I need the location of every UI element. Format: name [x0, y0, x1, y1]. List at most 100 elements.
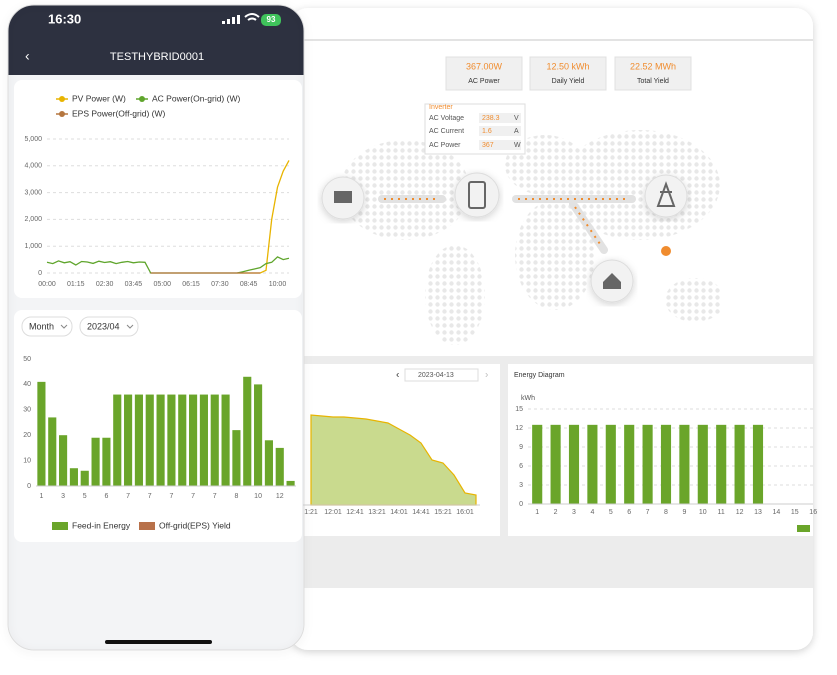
summary-label: AC Power	[468, 78, 500, 85]
bar	[716, 424, 727, 504]
x-tick-label: 07:30	[211, 281, 229, 288]
row-label: AC Voltage	[429, 115, 464, 122]
x-tick-label: 13	[754, 509, 762, 516]
bar	[113, 394, 122, 486]
flow-arrows	[574, 206, 603, 248]
x-tick-label: 11	[718, 509, 725, 516]
x-tick-label: 10	[699, 509, 707, 516]
month-select[interactable]	[79, 316, 139, 337]
row-value: 367	[482, 142, 494, 149]
x-tick-label: 12	[736, 509, 744, 516]
bar	[624, 424, 635, 504]
home-indicator	[105, 640, 212, 644]
row-value: 1.6	[482, 128, 492, 135]
bar	[48, 417, 57, 486]
value-box	[479, 113, 521, 123]
date: 2023-04-13	[418, 372, 454, 379]
x-tick-label: 02:30	[96, 281, 114, 288]
solar-glyph	[334, 191, 352, 203]
x-tick-label: 2	[554, 509, 558, 516]
bar	[124, 394, 133, 486]
bar	[134, 394, 143, 486]
summary-box	[529, 56, 607, 91]
legend-label: Feed-in Energy	[72, 520, 131, 530]
bar	[189, 394, 198, 486]
y-tick-label: 0	[519, 501, 523, 508]
summary-box	[614, 56, 692, 91]
legend-dot	[59, 96, 65, 102]
alert-icon[interactable]	[661, 246, 671, 256]
period: Month	[29, 321, 54, 331]
value-box	[479, 140, 521, 150]
bar	[254, 384, 263, 486]
summary-value: 367.00W	[466, 61, 503, 71]
bar	[80, 470, 89, 486]
inverter-glyph	[468, 181, 486, 209]
summary-box	[445, 56, 523, 91]
x-tick-label: 14:41	[412, 509, 430, 516]
battery-level: 93	[267, 15, 276, 24]
x-tick-label: 16:01	[456, 509, 474, 516]
bar	[37, 381, 46, 486]
y-tick-label: 15	[515, 406, 523, 413]
back-button[interactable]: ‹	[25, 48, 30, 64]
x-tick-label: 16	[809, 509, 817, 516]
legend-swatch	[797, 525, 810, 532]
bar	[568, 424, 580, 504]
bar	[102, 437, 111, 486]
y-tick-label: 5,000	[24, 136, 42, 143]
chevron	[126, 324, 134, 329]
status-time: 16:30	[48, 11, 81, 26]
x-tick-label: 10:00	[269, 281, 287, 288]
inverter-icon	[454, 172, 500, 218]
bar	[532, 424, 543, 504]
x-tick-label: 6	[627, 509, 631, 516]
bar	[210, 394, 219, 486]
x-tick-label: 7	[646, 509, 650, 516]
x-tick-label: 06:15	[182, 281, 200, 288]
row-unit: A	[514, 128, 519, 135]
bar	[679, 424, 690, 504]
power-card	[14, 80, 302, 298]
y-tick-label: 4,000	[24, 163, 42, 170]
legend-label: PV Power (W)	[72, 93, 126, 103]
x-tick-label: 7	[191, 493, 195, 500]
row-label: AC Current	[429, 128, 464, 135]
x-tick-label: 3	[61, 493, 65, 500]
bar	[587, 424, 598, 504]
x-tick-label: 00:00	[38, 281, 56, 288]
bar	[286, 480, 295, 486]
period-select[interactable]	[21, 316, 73, 337]
summary-value: 12.50 kWh	[546, 61, 589, 71]
x-tick-label: 01:15	[67, 281, 85, 288]
flow	[321, 172, 688, 303]
x-tick-label: 4	[590, 509, 594, 516]
y-tick-label: 1,000	[24, 243, 42, 250]
battery-icon	[261, 14, 281, 26]
y-tick-label: 50	[23, 356, 31, 363]
bar	[275, 447, 284, 486]
y-tick-label: 0	[27, 483, 31, 490]
date-picker[interactable]	[404, 368, 479, 382]
legend-swatch	[52, 522, 68, 530]
summary: 367.00W AC Power 12.50 kWh Daily Yield 2…	[445, 56, 692, 91]
x-tick-label: 1	[535, 509, 539, 516]
y-tick-label: 20	[23, 432, 31, 439]
bar	[605, 424, 616, 504]
wifi-icon	[244, 13, 260, 21]
x-tick-label: 10	[254, 493, 262, 500]
x-tick-label: 7	[148, 493, 152, 500]
legend-label: Off-grid(EPS) Yield	[159, 520, 231, 530]
y-tick-label: 6	[519, 463, 523, 470]
legend-dot	[139, 96, 145, 102]
prev-button[interactable]: ‹	[396, 370, 399, 381]
bar	[221, 394, 230, 486]
y-axis-label: kWh	[521, 395, 535, 402]
x-tick-label: 5	[83, 493, 87, 500]
home-glyph	[603, 273, 621, 289]
x-tick-label: 1:21	[304, 509, 318, 516]
bar	[167, 394, 176, 486]
next-button[interactable]: ›	[485, 370, 488, 381]
x-tick-label: 6	[104, 493, 108, 500]
